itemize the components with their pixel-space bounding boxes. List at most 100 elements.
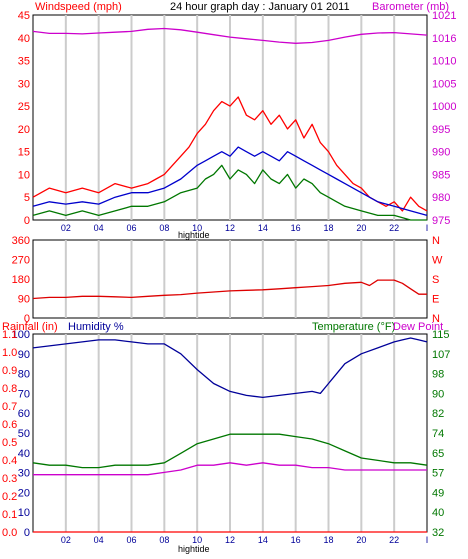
right-tick-label: N: [432, 235, 440, 247]
right-tick-label: 1021: [432, 10, 456, 22]
left-tick-label: 10: [18, 507, 30, 519]
x-tick-label: 20: [356, 223, 366, 233]
rain-humidity-temperature-panel: 02 04 06 08 10 12 14 16 18 20 22 I 0 10 20 30 40 50 60 70 80…: [2, 329, 450, 545]
x-tick-label: 10: [192, 223, 202, 233]
left-tick-label: 20: [18, 487, 30, 499]
right-tick-label: 40: [432, 507, 444, 519]
windspeed-axis-title: Windspeed (mph): [35, 1, 122, 13]
right-tick-label: 57: [432, 468, 444, 480]
main-title: 24 hour graph day : January 01 2011: [170, 1, 350, 13]
right-tick-label: 82: [432, 408, 444, 420]
series-speed-line: [32, 164, 427, 221]
rain-tick-label: 1.0: [2, 347, 17, 359]
right-tick-label: 980: [432, 192, 450, 204]
right-tick-label: 990: [432, 147, 450, 159]
left-tick-label: 30: [18, 78, 30, 90]
left-tick-label: 90: [18, 349, 30, 361]
left-tick-label: 30: [18, 468, 30, 480]
x-tick-label: I: [426, 223, 429, 233]
left-tick-label: 40: [18, 33, 30, 45]
right-tick-label: 1010: [432, 56, 456, 68]
x-tick-label: 22: [389, 223, 399, 233]
right-tick-label: 1005: [432, 78, 456, 90]
left-tick-label: 0: [24, 313, 30, 325]
x-tick-label: 04: [94, 223, 104, 233]
x-tick-label: 14: [258, 535, 268, 545]
x-tick-label: 02: [61, 223, 71, 233]
left-tick-label: 20: [18, 124, 30, 136]
rain-tick-label: 0.6: [2, 419, 17, 431]
left-tick-label: 5: [24, 192, 30, 204]
barometer-axis-title: Barometer (mb): [372, 1, 449, 13]
x-tick-label: 08: [159, 223, 169, 233]
right-tick-label: 49: [432, 487, 444, 499]
rain-tick-label: 0.4: [2, 455, 17, 467]
left-tick-label: 100: [12, 329, 30, 341]
rain-tick-label: 0.9: [2, 365, 17, 377]
hightide-label-bottom: hightide: [178, 544, 210, 554]
series-direction-line: [32, 279, 427, 300]
right-tick-label: 32: [432, 527, 444, 539]
rain-tick-label: 1.1: [2, 329, 17, 341]
rain-tick-label: 0.5: [2, 437, 17, 449]
right-tick-label: 74: [432, 428, 444, 440]
right-tick-label: 107: [432, 349, 450, 361]
hightide-label-top: hightide: [178, 230, 210, 240]
series-average-line: [32, 146, 428, 217]
left-tick-label: 40: [18, 448, 30, 460]
x-tick-label: 22: [389, 535, 399, 545]
left-tick-label: 270: [12, 255, 30, 267]
x-tick-label: 04: [94, 535, 104, 545]
left-tick-label: 0: [24, 215, 30, 227]
left-tick-label: 35: [18, 56, 30, 68]
left-tick-label: 50: [18, 428, 30, 440]
series-humidity-line: [32, 337, 428, 399]
right-tick-label: 975: [432, 215, 450, 227]
left-tick-label: 15: [18, 147, 30, 159]
right-tick-label: 1000: [432, 101, 456, 113]
right-tick-label: 115: [432, 329, 450, 341]
x-tick-label: 12: [225, 535, 235, 545]
x-tick-label: I: [426, 535, 429, 545]
x-tick-label: 16: [291, 223, 301, 233]
temperature-axis-title: Temperature (°F): [312, 321, 395, 333]
rain-tick-label: 0.3: [2, 473, 17, 485]
left-tick-label: 60: [18, 408, 30, 420]
x-tick-label: 12: [225, 223, 235, 233]
rain-tick-label: 0.8: [2, 383, 17, 395]
right-tick-label: 985: [432, 169, 450, 181]
left-tick-label: 90: [18, 294, 30, 306]
left-tick-label: 25: [18, 101, 30, 113]
rain-tick-label: 0.0: [2, 527, 17, 539]
x-tick-label: 14: [258, 223, 268, 233]
rain-tick-label: 0.1: [2, 509, 17, 521]
right-tick-label: 98: [432, 369, 444, 381]
right-tick-label: 65: [432, 448, 444, 460]
right-tick-label: N: [432, 313, 440, 325]
x-tick-label: 18: [323, 535, 333, 545]
left-tick-label: 80: [18, 369, 30, 381]
x-tick-label: 20: [356, 535, 366, 545]
dewpoint-axis-title: Dew Point: [393, 321, 443, 333]
wind-barometer-panel: 02 04 06 08 10 12 14 16 18 20 22 I 0 5 10 15 20 25 30 35 40 4…: [18, 10, 457, 233]
rain-tick-label: 0.2: [2, 491, 17, 503]
x-tick-label: 18: [323, 223, 333, 233]
series-barometer-line: [32, 27, 428, 44]
rain-tick-label: 0.7: [2, 401, 17, 413]
humidity-axis-title: Humidity %: [68, 321, 124, 333]
x-tick-label: 10: [192, 535, 202, 545]
rainfall-axis-title: Rainfall (in): [2, 321, 58, 333]
x-tick-label: 08: [159, 535, 169, 545]
x-tick-label: 06: [126, 535, 136, 545]
left-tick-label: 10: [18, 169, 30, 181]
series-temperature-line: [32, 433, 428, 469]
left-tick-label: 45: [18, 10, 30, 22]
right-tick-label: W: [432, 255, 443, 267]
left-tick-label: 360: [12, 235, 30, 247]
series-dew-point-line: [33, 462, 427, 476]
x-tick-label: 06: [126, 223, 136, 233]
x-tick-label: 02: [61, 535, 71, 545]
x-tick-label: 16: [291, 535, 301, 545]
